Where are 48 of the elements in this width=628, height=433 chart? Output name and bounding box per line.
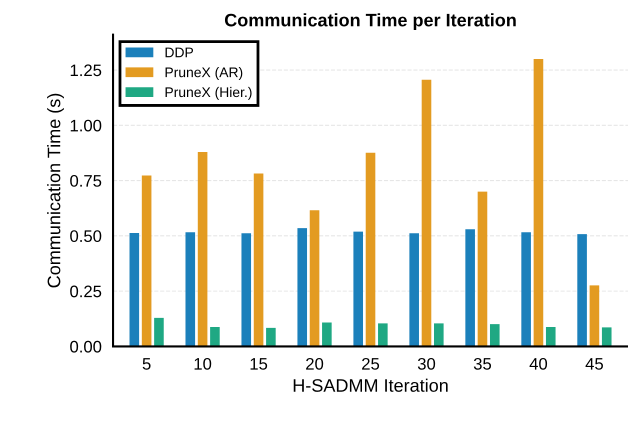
x-axis-title: H-SADMM Iteration [294,378,448,392]
bar [297,228,308,346]
bar [241,233,252,346]
bar [254,173,264,346]
bar [366,152,376,346]
x-tick-label: 25 [362,358,380,370]
bar [198,152,208,346]
bar [322,322,332,346]
x-tick-label: 45 [586,358,603,370]
y-tick-label: 0.25 [70,286,102,298]
bar [154,318,164,346]
y-tick-label: 0.75 [70,174,102,187]
bar [465,229,475,346]
bar [185,232,196,346]
x-tick-label: 30 [418,358,436,370]
y-axis-title: Communication Time (s) [47,94,64,288]
x-tick-label: 15 [250,358,268,370]
bar [521,232,531,346]
bar [490,324,500,346]
bar [130,232,140,346]
y-tick-label: 1.25 [70,64,102,76]
bar [478,192,488,346]
bar [602,327,612,346]
bar [434,323,444,346]
y-tick-label: 1.00 [70,120,102,132]
bar [378,323,388,346]
legend-label: PruneX (Hier.) [166,86,252,100]
bar [422,80,432,346]
bar [353,232,364,346]
x-tick-label: 20 [306,358,324,370]
x-tick-label: 10 [194,358,212,370]
bar [577,234,587,346]
legend-label: DDP [166,48,194,58]
y-tick-label: 0.50 [70,230,102,242]
bar [546,326,556,346]
x-tick-label: 35 [474,358,492,370]
x-tick-label: 5 [142,358,151,370]
bar [534,58,544,346]
x-tick-label: 40 [530,358,548,370]
bar [590,285,600,346]
chart-title: Communication Time per Iteration [224,13,516,30]
legend-label: PruneX (AR) [166,67,242,80]
bar [409,233,419,346]
bar [310,210,320,346]
bar [210,326,220,346]
bar [266,328,276,346]
bar [142,175,152,346]
y-tick-label: 0.00 [70,340,102,353]
